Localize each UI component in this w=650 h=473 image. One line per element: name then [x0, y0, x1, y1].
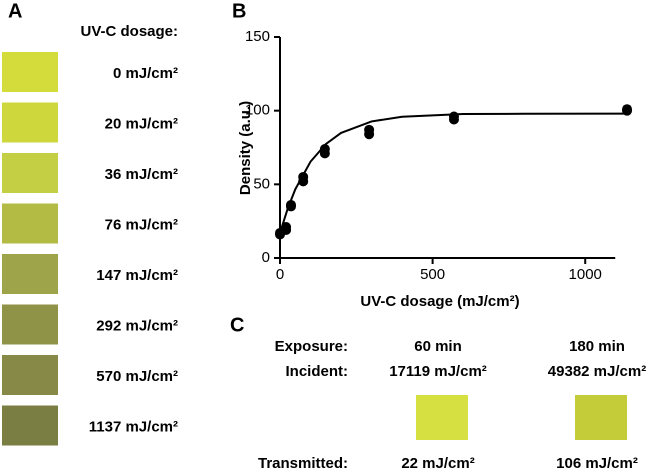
swatch	[2, 304, 58, 345]
data-point	[298, 171, 309, 182]
dosage-label: 570 mJ/cm²	[96, 368, 178, 385]
x-tick-label: 500	[420, 266, 445, 283]
y-tick-label: 100	[245, 102, 270, 119]
data-point	[285, 199, 296, 210]
panel-letter: B	[232, 0, 246, 22]
data-point	[622, 104, 633, 115]
dosage-label: 36 mJ/cm²	[105, 166, 178, 183]
swatch	[2, 102, 58, 143]
y-tick-label: 150	[245, 28, 270, 45]
data-point	[448, 111, 459, 122]
x-tick-label: 0	[276, 266, 284, 283]
data-point	[364, 124, 375, 135]
data-point	[319, 143, 330, 154]
swatch	[2, 355, 58, 395]
swatch	[2, 52, 58, 92]
panel-heading: UV-C dosage:	[80, 23, 178, 40]
y-tick-label: 50	[253, 175, 270, 192]
fit-curve	[279, 112, 628, 234]
y-tick-label: 0	[262, 249, 270, 266]
swatch	[575, 395, 627, 440]
swatch	[2, 153, 58, 193]
row-label: Incident:	[286, 363, 349, 380]
dosage-label: 292 mJ/cm²	[96, 317, 178, 334]
panel-letter: C	[230, 314, 244, 336]
table-cell: 60 min	[414, 338, 462, 355]
table-cell: 180 min	[569, 338, 625, 355]
panel-letter: A	[8, 0, 22, 22]
dosage-label: 1137 mJ/cm²	[89, 418, 178, 435]
x-tick-label: 1000	[569, 266, 602, 283]
swatch	[2, 254, 58, 294]
dosage-label: 0 mJ/cm²	[113, 65, 178, 82]
table-cell: 17119 mJ/cm²	[389, 363, 487, 380]
dosage-label: 76 mJ/cm²	[105, 216, 178, 233]
swatch	[416, 395, 468, 440]
row-label: Exposure:	[275, 338, 348, 355]
y-axis-label: Density (a.u.)	[237, 101, 254, 195]
dosage-label: 147 mJ/cm²	[96, 267, 178, 284]
swatch	[2, 203, 58, 244]
dosage-label: 20 mJ/cm²	[105, 115, 178, 132]
swatch	[2, 405, 58, 446]
row-label: Transmitted:	[258, 455, 348, 472]
table-cell: 106 mJ/cm²	[556, 455, 638, 472]
x-axis-label: UV-C dosage (mJ/cm²)	[360, 293, 519, 310]
data-point	[281, 222, 292, 233]
table-cell: 49382 mJ/cm²	[548, 363, 646, 380]
table-cell: 22 mJ/cm²	[401, 455, 474, 472]
